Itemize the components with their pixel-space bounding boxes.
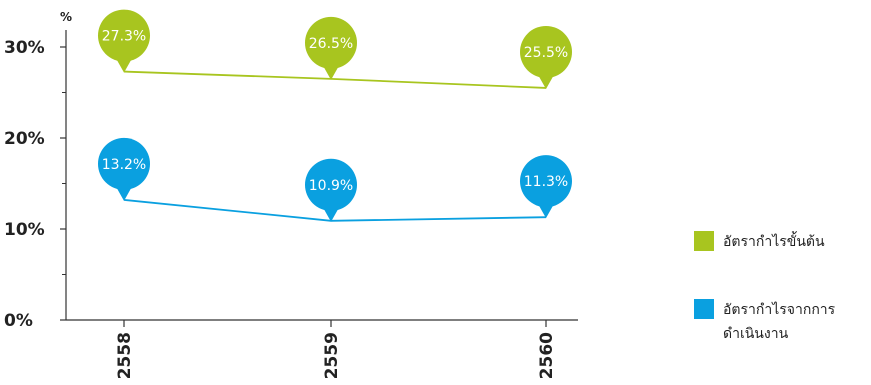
x-tick-label-2558: 2558 [115, 332, 135, 379]
data-label-series-1-2559: 26.5% [305, 16, 357, 80]
data-label-text: 13.2% [102, 157, 146, 173]
x-tick-label-2559: 2559 [322, 332, 342, 379]
data-label-text: 10.9% [309, 178, 353, 194]
legend-label-series-2: อัตรากำไรจากการดำเนินงาน [723, 302, 836, 342]
legend-swatch-series-2 [694, 299, 714, 319]
data-label-series-2-2559: 10.9% [305, 158, 357, 222]
data-label-series-1-2558: 27.3% [98, 9, 150, 73]
x-tick-label-2560: 2560 [537, 332, 557, 379]
data-label-series-2-2558: 13.2% [98, 137, 150, 201]
data-label-bubble [520, 155, 572, 208]
data-label-text: 11.3% [524, 174, 568, 190]
data-label-bubble [98, 137, 150, 190]
legend-item-series-1: อัตรากำไรขั้นต้น [694, 230, 868, 254]
chart-legend: อัตรากำไรขั้นต้น อัตรากำไรจากการดำเนินงา… [694, 230, 869, 350]
y-tick-label-2: 20% [4, 129, 45, 149]
series-line-1 [123, 70, 547, 89]
data-label-text: 26.5% [309, 36, 353, 52]
data-label-bubble [98, 9, 150, 62]
data-label-bubble [520, 25, 572, 78]
data-label-bubble [305, 158, 357, 211]
data-label-text: 27.3% [102, 29, 146, 45]
y-tick-label-1: 10% [4, 220, 45, 240]
y-tick-label-3: 30% [4, 38, 45, 58]
data-label-text: 25.5% [524, 45, 568, 61]
chart-data-labels: 27.3% 26.5% 25.5% 13.2% 10.9% 11.3% [98, 9, 572, 222]
data-label-bubble [305, 16, 357, 69]
data-label-series-2-2560: 11.3% [520, 155, 572, 219]
y-axis-unit-label: % [60, 10, 72, 24]
legend-swatch-series-1 [694, 231, 714, 251]
chart-axes: % 0% 10% 20% 30% 2558 2559 2560 [4, 10, 578, 379]
data-label-series-1-2560: 25.5% [520, 25, 572, 89]
legend-label-series-1: อัตรากำไรขั้นต้น [723, 234, 825, 250]
y-tick-label-0: 0% [4, 311, 33, 331]
legend-item-series-2: อัตรากำไรจากการดำเนินงาน [694, 298, 868, 346]
